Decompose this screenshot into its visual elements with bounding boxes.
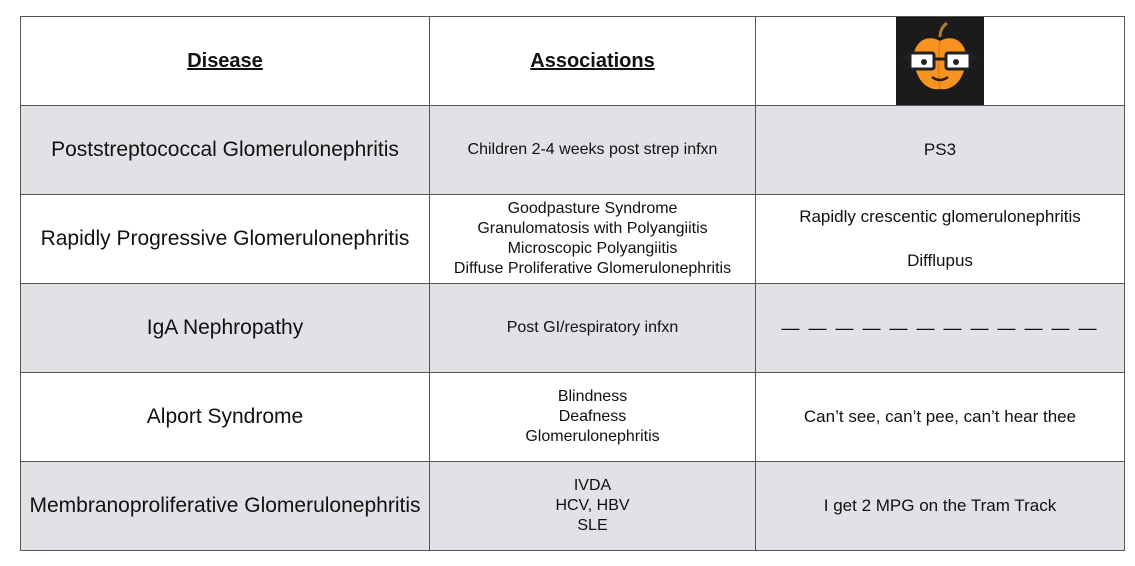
associations-column-header: Associations xyxy=(530,49,655,72)
mnemonic-cell: I get 2 MPG on the Tram Track xyxy=(755,461,1125,551)
header-cell-disease: Disease xyxy=(20,16,430,106)
mnemonic-item: Can’t see, can’t pee, can’t hear thee xyxy=(803,407,1077,426)
mnemonic-item: — — — — — — — — — — — — xyxy=(781,318,1099,338)
disease-name: Poststreptococcal Glomerulonephritis xyxy=(51,138,399,161)
mnemonic-cell: — — — — — — — — — — — — xyxy=(755,283,1125,373)
associations-cell: Goodpasture Syndrome Granulomatosis with … xyxy=(429,194,756,284)
association-item: Glomerulonephritis xyxy=(525,428,660,445)
disease-name: IgA Nephropathy xyxy=(146,316,304,339)
associations-cell: Blindness Deafness Glomerulonephritis xyxy=(429,372,756,462)
association-item: Microscopic Polyangiitis xyxy=(507,240,678,257)
disease-cell: Membranoproliferative Glomerulonephritis xyxy=(20,461,430,551)
association-item: Blindness xyxy=(557,388,628,405)
disease-cell: IgA Nephropathy xyxy=(20,283,430,373)
associations-cell: Post GI/respiratory infxn xyxy=(429,283,756,373)
disease-cell: Alport Syndrome xyxy=(20,372,430,462)
associations-cell: Children 2-4 weeks post strep infxn xyxy=(429,105,756,195)
table-row: IgA Nephropathy Post GI/respiratory infxn… xyxy=(20,283,1125,373)
header-row: Disease Associations xyxy=(20,16,1125,106)
mnemonic-item: Rapidly crescentic glomerulonephritis xyxy=(799,207,1081,226)
association-item: IVDA xyxy=(573,477,612,494)
association-item: HCV, HBV xyxy=(555,497,630,514)
association-item: Goodpasture Syndrome xyxy=(507,200,678,217)
association-item: Post GI/respiratory infxn xyxy=(506,319,679,336)
disease-name: Rapidly Progressive Glomerulonephritis xyxy=(40,227,410,250)
association-item: SLE xyxy=(577,517,608,534)
disease-name: Alport Syndrome xyxy=(146,405,304,428)
mnemonic-item: Difflupus xyxy=(907,251,973,270)
table-row: Rapidly Progressive Glomerulonephritis Go… xyxy=(20,194,1125,284)
mnemonic-cell: Can’t see, can’t pee, can’t hear thee xyxy=(755,372,1125,462)
header-cell-associations: Associations xyxy=(429,16,756,106)
association-item: Children 2-4 weeks post strep infxn xyxy=(467,141,718,158)
association-item: Deafness xyxy=(558,408,627,425)
table-row: Membranoproliferative Glomerulonephritis… xyxy=(20,461,1125,551)
mnemonic-item: PS3 xyxy=(923,140,957,159)
disease-name: Membranoproliferative Glomerulonephritis xyxy=(29,494,421,517)
disease-table: Disease Associations xyxy=(20,16,1125,551)
header-cell-logo xyxy=(755,16,1125,106)
disease-cell: Rapidly Progressive Glomerulonephritis xyxy=(20,194,430,284)
association-item: Granulomatosis with Polyangiitis xyxy=(477,220,708,237)
mnemonic-cell: Rapidly crescentic glomerulonephritis Dif… xyxy=(755,194,1125,284)
table-row: Poststreptococcal Glomerulonephritis Chil… xyxy=(20,105,1125,195)
mnemonic-item: I get 2 MPG on the Tram Track xyxy=(823,496,1057,515)
association-item: Diffuse Proliferative Glomerulonephritis xyxy=(453,260,732,277)
mnemonic-spacer xyxy=(760,228,1120,250)
mnemonic-cell: PS3 xyxy=(755,105,1125,195)
table-row: Alport Syndrome Blindness Deafness Glomerul… xyxy=(20,372,1125,462)
associations-cell: IVDA HCV, HBV SLE xyxy=(429,461,756,551)
disease-cell: Poststreptococcal Glomerulonephritis xyxy=(20,105,430,195)
apple-with-glasses-icon xyxy=(896,17,984,105)
disease-column-header: Disease xyxy=(187,49,263,72)
